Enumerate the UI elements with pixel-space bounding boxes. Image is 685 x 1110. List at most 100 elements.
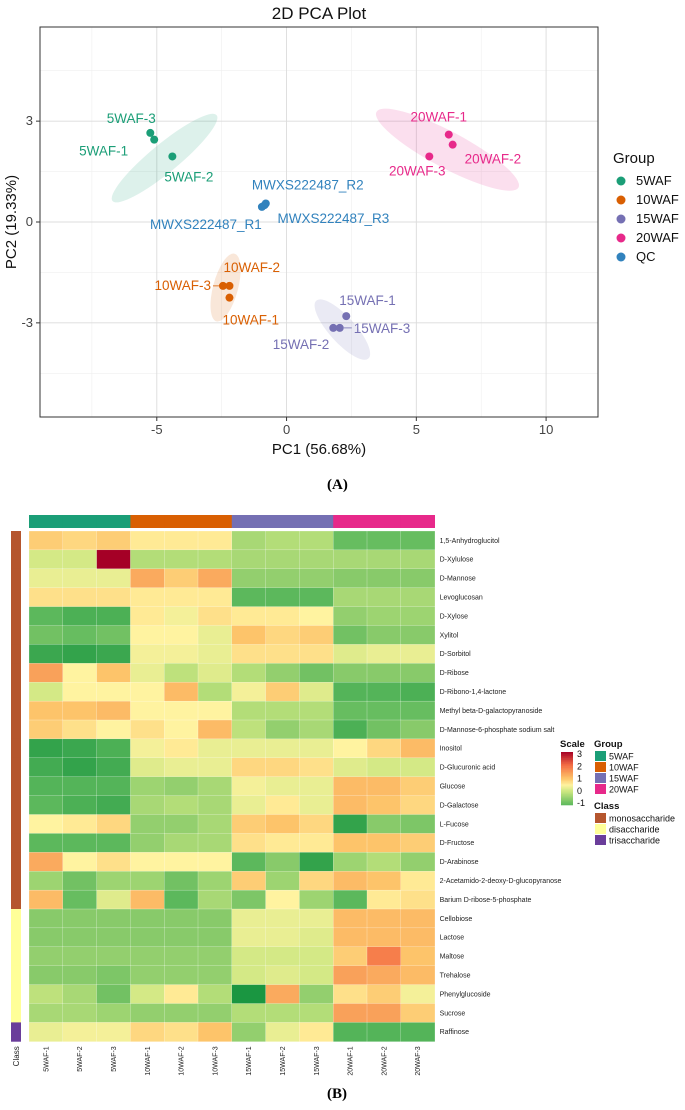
point-20WAF-2 bbox=[448, 140, 457, 149]
class-legend-label-trisaccharide: trisaccharide bbox=[609, 836, 660, 846]
row-label: Methyl beta-D-galactopyranoside bbox=[440, 708, 543, 715]
heatmap-cell bbox=[333, 530, 368, 551]
scale-gradient-step bbox=[561, 769, 573, 771]
heatmap-cell bbox=[96, 606, 131, 627]
heatmap-cell bbox=[197, 814, 233, 834]
scale-gradient-step bbox=[561, 774, 573, 777]
heatmap-cell bbox=[62, 757, 98, 778]
heatmap-cell bbox=[96, 587, 131, 608]
heatmap-cell bbox=[28, 738, 64, 759]
heatmap-cell bbox=[197, 625, 233, 645]
class-annotation-monosaccharide bbox=[11, 720, 21, 740]
column-label: 15WAF-3 bbox=[314, 1046, 321, 1075]
scale-gradient-step bbox=[561, 785, 573, 787]
heatmap-cell bbox=[164, 965, 199, 986]
column-label: 20WAF-3 bbox=[415, 1046, 422, 1075]
heatmap-cell bbox=[62, 549, 98, 570]
heatmap-cell bbox=[366, 682, 402, 702]
heatmap-cell bbox=[130, 889, 165, 910]
y-axis-label: PC2 (19.33%) bbox=[3, 175, 20, 269]
scale-gradient-step bbox=[561, 779, 573, 782]
scale-gradient-step bbox=[561, 795, 573, 798]
class-legend-label-disaccharide: disaccharide bbox=[609, 825, 660, 835]
caption-b: (B) bbox=[327, 1086, 347, 1102]
heatmap-cell bbox=[231, 871, 267, 891]
heatmap-cell bbox=[366, 530, 402, 551]
heatmap-cell bbox=[62, 946, 98, 967]
heatmap-cell bbox=[366, 795, 402, 816]
heatmap-cell bbox=[333, 776, 368, 797]
column-label: 10WAF-1 bbox=[145, 1046, 152, 1075]
class-annotation-disaccharide bbox=[11, 1003, 21, 1023]
heatmap-cell bbox=[130, 719, 165, 740]
heatmap-cell bbox=[231, 606, 267, 627]
heatmap-cell bbox=[96, 530, 131, 551]
heatmap-cell bbox=[265, 795, 300, 816]
heatmap-cell bbox=[400, 908, 436, 929]
point-10WAF-3 bbox=[218, 281, 227, 290]
heatmap-cell bbox=[62, 1003, 98, 1023]
point-5WAF-1 bbox=[150, 135, 159, 144]
heatmap-cell bbox=[299, 719, 334, 740]
heatmap-cell bbox=[366, 606, 402, 627]
heatmap-cell bbox=[299, 795, 334, 816]
heatmap-cell bbox=[130, 908, 165, 929]
heatmap-cell bbox=[333, 738, 368, 759]
heatmap-cell bbox=[333, 1003, 368, 1023]
scale-gradient-step bbox=[561, 789, 573, 791]
heatmap-cell bbox=[265, 889, 300, 910]
scale-gradient-step bbox=[561, 771, 573, 774]
class-legend-title: Class bbox=[594, 801, 619, 812]
heatmap-cell bbox=[231, 530, 267, 551]
class-annotation-disaccharide bbox=[11, 965, 21, 985]
legend-marker-15WAF bbox=[616, 214, 626, 224]
heatmap-cell bbox=[333, 644, 368, 664]
row-label: D-Xylulose bbox=[440, 557, 474, 564]
group-annotation-20WAF-1 bbox=[333, 515, 368, 528]
heatmap-cell bbox=[366, 833, 402, 853]
heatmap-cell bbox=[366, 889, 402, 910]
heatmap-cell bbox=[130, 795, 165, 816]
heatmap-cell bbox=[62, 927, 98, 948]
heatmap-cell bbox=[197, 965, 233, 986]
heatmap-cell bbox=[231, 946, 267, 967]
heatmap-cell bbox=[130, 927, 165, 948]
heatmap-cell bbox=[299, 1003, 334, 1023]
heatmap-cell bbox=[333, 1022, 368, 1042]
class-annotation-monosaccharide bbox=[11, 587, 21, 607]
scale-gradient-step bbox=[561, 775, 573, 778]
heatmap-cell bbox=[197, 568, 233, 589]
heatmap-cell bbox=[62, 568, 98, 589]
heatmap-cell bbox=[265, 852, 300, 872]
heatmap-cell bbox=[197, 682, 233, 702]
heatmap-cell bbox=[164, 738, 199, 759]
heatmap-cell bbox=[164, 644, 199, 664]
scale-gradient-step bbox=[561, 799, 573, 802]
heatmap-cell bbox=[400, 833, 436, 853]
point-15WAF-2 bbox=[329, 323, 338, 332]
heatmap-cell bbox=[265, 625, 300, 645]
heatmap-cell bbox=[28, 549, 64, 570]
scale-gradient-step bbox=[561, 798, 573, 800]
point-MWXS222487_R3 bbox=[260, 201, 269, 210]
heatmap-cell bbox=[231, 927, 267, 948]
heatmap-cell bbox=[400, 587, 436, 608]
row-label: Sucrose bbox=[440, 1010, 466, 1017]
heatmap-cell bbox=[164, 852, 199, 872]
heatmap-cell bbox=[164, 530, 199, 551]
heatmap-cell bbox=[333, 549, 368, 570]
point-label-20WAF-3: 20WAF-3 bbox=[389, 163, 446, 178]
heatmap-cell bbox=[164, 776, 199, 797]
class-annotation-monosaccharide bbox=[11, 644, 21, 664]
row-label: Barium D-ribose-5-phosphate bbox=[440, 897, 532, 904]
group-annotation-10WAF-3 bbox=[198, 515, 233, 528]
heatmap-cell bbox=[333, 606, 368, 627]
heatmap-cell bbox=[96, 814, 131, 834]
legend-marker-QC bbox=[616, 252, 626, 262]
heatmap-cell bbox=[231, 814, 267, 834]
heatmap-cell bbox=[28, 1003, 64, 1023]
heatmap-cell bbox=[164, 549, 199, 570]
heatmap-cell bbox=[265, 946, 300, 967]
group-annotation-15WAF-1 bbox=[231, 515, 266, 528]
heatmap-cell bbox=[130, 738, 165, 759]
